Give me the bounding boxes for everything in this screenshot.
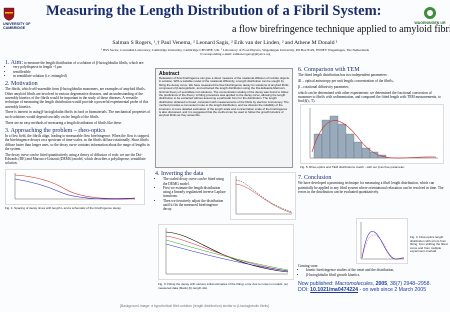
left-column: 1. Aim: to measure the length distributi… [5,60,151,210]
abstract-box: Abstract Relaxation of flow birefringenc… [155,68,293,168]
abstract-heading: Abstract [159,71,180,77]
list-item: The scaled decay curve can be fitted usi… [163,177,227,186]
publication-line: Now published: Macromolecules, 2005, 38(… [298,281,432,287]
figure-caption: Fig. 1: Spacing of decay times with leng… [5,205,122,210]
doi-line: DOI: 10.1021/ma0474224 - on web since 2 … [298,287,448,293]
section-heading: 6. Comparison with TEM [298,67,360,73]
paragraph: There is interest in using β-lactoglobul… [5,110,151,119]
list-item: Then we iteratively adjust the distribut… [163,199,227,212]
section-heading: 2. Motivation [5,81,38,88]
figure-1 [5,169,145,205]
doi-label: DOI: [298,287,309,294]
section-heading: 4. Inverting the data [155,171,204,177]
coming-soon: Coming soon: kinetic birefringence studi… [298,264,398,277]
section-heading: 7. Conclusion [298,175,332,181]
paragraph: We have developed a promising technique … [298,181,444,194]
affiliations-block: ¹ BSS Sector, Cavendish Laboratory, Camb… [20,48,450,56]
email: †Corresponding e-mail: salman.rogers@phy… [199,52,271,56]
coming-heading: Coming soon: [298,264,319,268]
figure-caption: Fig. 4: Flow-optics length distribution … [410,235,448,254]
aim-section: 1. Aim: to measure the length distributi… [5,60,151,78]
list-item: semiflexible [13,70,151,74]
wur-icon [424,7,436,19]
poster-subtitle: a flow birefringence technique applied t… [232,24,450,35]
aim-text: to measure the length distribution of a … [23,61,145,65]
doi-note: - on web since 2 March 2005 [359,287,427,294]
motivation-section: 2. Motivation The fibrils, which self-as… [5,81,151,125]
conclusion-section: 7. Conclusion We have developed a promis… [298,175,446,196]
figure-3 [158,224,294,280]
coming-list: kinetic birefringence studies of the ons… [298,268,398,277]
section-heading: 3. Approaching the problem – rheo-optics [5,127,106,134]
poster-title: Measuring the Length Distribution of a F… [46,3,382,19]
aim-list: very polydisperse in length ~1µmsemiflex… [5,65,151,78]
pub-journal: Macromolecules [334,281,373,287]
cambridge-logo: UNIVERSITY OF CAMBRIDGE [3,7,43,30]
list-item: in semidilute solution (i.e. entangled) [13,74,151,78]
doi-link[interactable]: 10.1021/ma0474224 [310,287,359,294]
paragraph: In a flow field, the fibrils align, lead… [5,134,150,152]
authors: Salman S Rogers, ¹,† Paul Venema, ² Leon… [112,40,338,46]
logo-text: UNIVERSITY OF CAMBRIDGE [3,22,31,30]
logo-text: WAGENINGEN UR [414,21,446,25]
comparison-section: 6. Comparison with TEM The fitted length… [298,67,446,105]
paragraph: The fibrils, which self-assemble from β-… [5,87,149,109]
footer-note: [Background image: a hypothetical fibril… [120,304,269,308]
paragraph: The fitted length distribution has two i… [298,73,388,78]
paragraph: The decay curve can be fitted quantitati… [5,152,146,166]
abstract-text: Relaxation of flow birefringence can giv… [159,76,289,118]
shield-icon [3,7,15,21]
list-item: very polydisperse in length ~1µm [13,65,151,69]
pub-label: Now published: [298,281,334,287]
list-item: First we estimate the length distributio… [163,186,227,199]
paragraph: β – rotational diffusivity parameter, [298,84,350,89]
paragraph: which can be determined with other exper… [298,90,441,104]
figure-caption: Fig. 3: Fitting the decay with various i… [158,282,288,290]
wageningen-logo: WAGENINGEN UR [412,6,448,25]
section-heading: 1. Aim: [5,60,24,66]
figure-4 [356,218,408,264]
figure-caption: Fig. 5: Rheo-optics and TEM distribution… [300,165,405,169]
inverting-list: The scaled decay curve can be fitted usi… [155,177,227,211]
figure-2 [230,172,296,220]
list-item: β-lactoglobulin fibril growth kinetics. [306,273,398,277]
paragraph: There are no easy methods of measuring a… [5,120,122,125]
pub-volume: 38(7) 2948–2958. [390,281,432,287]
figure-5 [300,104,444,164]
pub-year: 2005 [375,281,388,287]
list-item: kinetic birefringence studies of the ons… [306,268,398,272]
paragraph: Δl – optical anisotropy per unit length;… [298,79,394,84]
affiliations: ¹ BSS Sector, Cavendish Laboratory, Camb… [101,48,369,52]
publication-note: Now published: Macromolecules, 2005, 38(… [298,281,448,294]
approach-section: 3. Approaching the problem – rheo-optics… [5,127,151,166]
inverting-section: 4. Inverting the data The scaled decay c… [155,171,227,212]
